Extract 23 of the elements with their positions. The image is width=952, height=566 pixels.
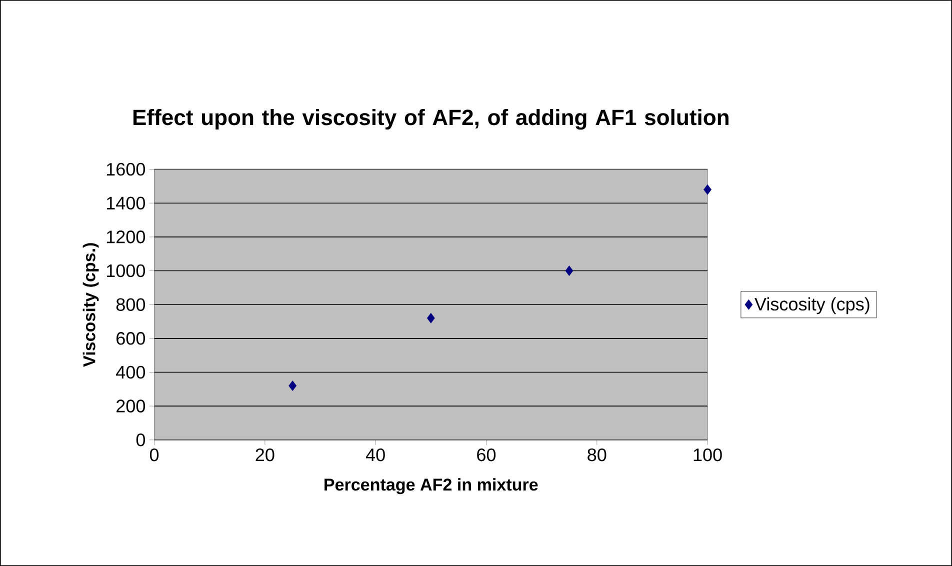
y-tick-label: 1400 <box>106 196 146 210</box>
y-tick-label: 200 <box>116 400 146 412</box>
y-tick-label: 600 <box>116 332 146 345</box>
x-tick-label: 0 <box>150 448 159 462</box>
y-tick-label: 400 <box>116 366 146 379</box>
x-tick-label: 20 <box>256 448 274 462</box>
chart-title: Effect upon the viscosity of AF2, of adding AF1 solution <box>133 108 728 130</box>
point <box>565 266 574 276</box>
point <box>426 312 435 324</box>
x-tick-label: 40 <box>366 448 385 462</box>
y-tick-label: 0 <box>136 433 146 446</box>
y-axis-title: Viscosity (cps.) <box>82 243 99 367</box>
x-axis-title: Percentage AF2 in mixture <box>324 478 538 494</box>
y-tick-label: 800 <box>116 298 146 311</box>
point <box>288 380 297 391</box>
legend-label: Viscosity (cps) <box>754 297 870 314</box>
x-tick-label: 60 <box>477 448 496 462</box>
x-tick-label: 80 <box>588 448 606 462</box>
point <box>704 184 712 195</box>
x-tick-label: 100 <box>694 448 722 462</box>
y-tick-label: 1000 <box>106 264 146 278</box>
y-tick-label: 1200 <box>106 230 146 244</box>
y-tick-label: 1600 <box>106 162 146 176</box>
